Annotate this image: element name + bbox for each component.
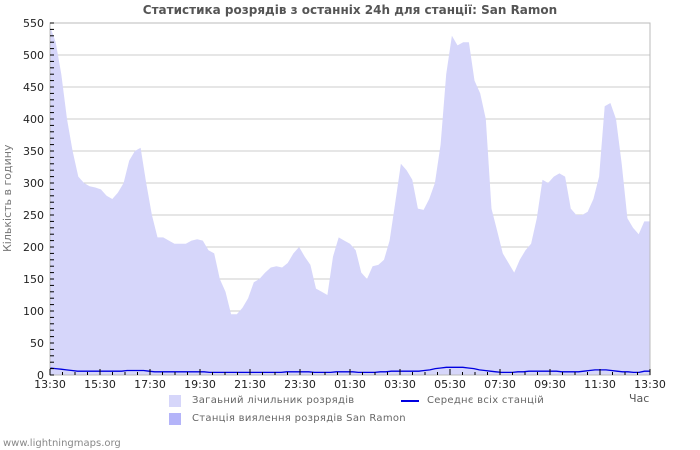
- svg-text:450: 450: [23, 81, 44, 94]
- svg-text:350: 350: [23, 145, 44, 158]
- svg-text:200: 200: [23, 241, 44, 254]
- svg-text:400: 400: [23, 113, 44, 126]
- svg-text:13:30: 13:30: [34, 378, 66, 391]
- legend-label-station: Станція виялення розрядів San Ramon: [192, 413, 406, 424]
- legend-swatch-station: [169, 413, 181, 425]
- legend-swatch-total: [169, 395, 181, 407]
- svg-text:300: 300: [23, 177, 44, 190]
- legend-label-total: Загаьний лічильник розрядів: [192, 395, 355, 406]
- svg-text:0: 0: [37, 369, 44, 382]
- svg-text:250: 250: [23, 209, 44, 222]
- y-axis: 0 50 100 150 200 250 300 350 400 450 500 550: [23, 17, 54, 382]
- svg-text:13:30: 13:30: [634, 378, 666, 391]
- svg-text:50: 50: [30, 337, 44, 350]
- legend-label-average: Середнє всіх станцій: [427, 395, 545, 406]
- site-credit: www.lightningmaps.org: [3, 438, 121, 449]
- svg-text:03:30: 03:30: [384, 378, 416, 391]
- svg-text:09:30: 09:30: [534, 378, 566, 391]
- svg-text:21:30: 21:30: [234, 378, 266, 391]
- svg-text:07:30: 07:30: [484, 378, 516, 391]
- svg-text:150: 150: [23, 273, 44, 286]
- x-axis: 13:30 15:30 17:30 19:30 21:30 23:30 01:30 03:30…: [34, 369, 666, 391]
- svg-text:11:30: 11:30: [584, 378, 616, 391]
- svg-text:550: 550: [23, 17, 44, 30]
- x-axis-label: Час: [629, 392, 650, 405]
- svg-text:23:30: 23:30: [284, 378, 316, 391]
- svg-text:19:30: 19:30: [184, 378, 216, 391]
- legend-swatch-average: [401, 400, 419, 402]
- svg-text:17:30: 17:30: [134, 378, 166, 391]
- svg-text:100: 100: [23, 305, 44, 318]
- total-count-area: [50, 26, 650, 375]
- chart-title: Статистика розрядів з останніх 24h для с…: [142, 3, 558, 17]
- svg-text:500: 500: [23, 49, 44, 62]
- svg-text:05:30: 05:30: [434, 378, 466, 391]
- svg-text:15:30: 15:30: [84, 378, 116, 391]
- svg-text:01:30: 01:30: [334, 378, 366, 391]
